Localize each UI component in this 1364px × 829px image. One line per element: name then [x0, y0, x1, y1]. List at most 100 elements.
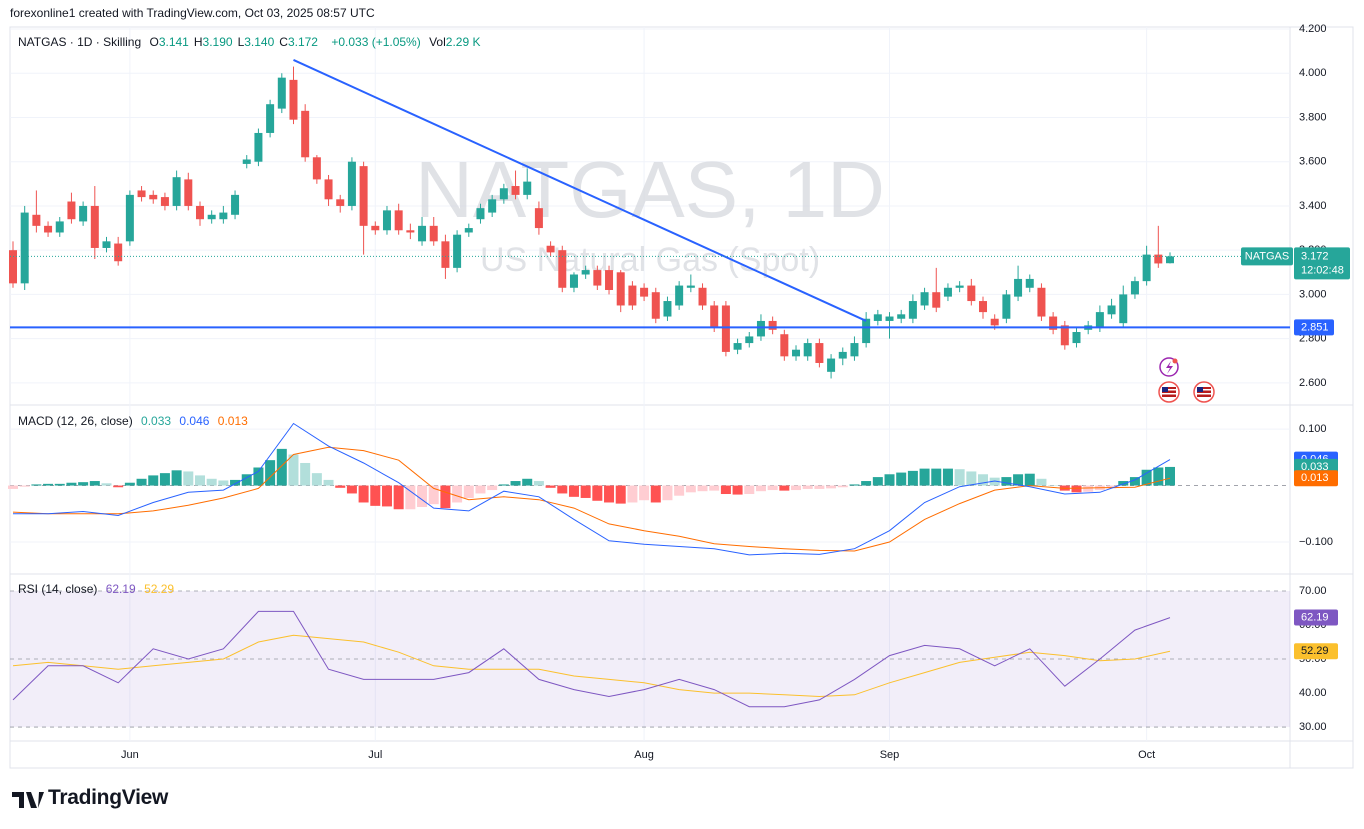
macd-hist-bar: [639, 485, 650, 501]
ohlc-value: 3.172: [287, 35, 318, 49]
macd-hist-bar: [1036, 478, 1047, 486]
candle-body: [429, 225, 438, 242]
macd-hist-bar: [510, 481, 521, 486]
price-tag: [1294, 247, 1350, 280]
flag-stripes: [1162, 387, 1176, 397]
macd-hist-bar: [218, 480, 229, 486]
flag-stripe: [1162, 393, 1176, 395]
candle-body: [628, 285, 637, 306]
candle-body: [312, 157, 321, 180]
candle-body: [815, 343, 824, 363]
candle-body: [967, 285, 976, 302]
candle-body: [1037, 287, 1046, 317]
candle-body: [827, 358, 836, 372]
x-tick-label: Jul: [368, 749, 382, 761]
rsi-tag-label: 62.19: [1301, 611, 1329, 623]
price-tag-label: 3.172: [1301, 250, 1329, 262]
macd-hist-bar: [791, 485, 802, 491]
macd-hist-bar: [148, 475, 159, 486]
macd-hist-bar: [194, 475, 205, 486]
candle-body: [932, 292, 941, 308]
candle-body: [231, 194, 240, 215]
macd-hist-bar: [615, 485, 626, 504]
chart-frame: [9, 26, 1354, 769]
macd-hist-bar: [849, 484, 860, 486]
macd-hist-bar: [931, 468, 942, 486]
macd-hist-bar: [89, 481, 100, 486]
candle-body: [710, 305, 719, 328]
candle-body: [955, 285, 964, 288]
candle-body: [499, 188, 508, 200]
flag-canton: [1197, 387, 1203, 392]
signal-line: [12, 446, 1171, 552]
candle-body: [1095, 312, 1104, 328]
macd-hist-bar: [674, 485, 685, 496]
signal-tag-label: 0.013: [1301, 472, 1329, 484]
macd-hist-bar: [230, 479, 241, 486]
candle-body: [943, 287, 952, 297]
macd-hist-bar: [8, 485, 18, 489]
candle-body: [207, 214, 216, 220]
candle-body: [873, 314, 882, 321]
macd-value: 0.046: [179, 414, 210, 428]
candle-body: [114, 243, 123, 262]
candle-body: [534, 208, 543, 229]
flag-canton: [1162, 387, 1168, 392]
macd-hist-bar: [1024, 473, 1035, 486]
candle-body: [301, 110, 310, 158]
ohlc-key: L: [237, 35, 245, 49]
rsi-ma-tag-label: 52.29: [1301, 645, 1329, 657]
candle-body: [745, 336, 754, 344]
change: +0.033 (+1.05%): [331, 35, 421, 49]
macd-hist-bar: [907, 470, 918, 486]
candle-body: [266, 104, 275, 133]
event-icon-bolt: [1166, 361, 1173, 374]
macd-hist-bar: [19, 485, 30, 487]
candle-body: [1107, 305, 1116, 315]
candle-body: [651, 292, 660, 319]
macd-hist-bar: [954, 469, 965, 486]
macd-hist-bar: [522, 478, 533, 486]
x-tick-label: Jun: [121, 749, 139, 761]
macd-hist-bar: [1048, 485, 1059, 487]
candle-body: [195, 205, 204, 220]
candle-body: [862, 318, 871, 344]
macd-hist-bar: [767, 485, 778, 491]
macd-hist-bar: [241, 474, 252, 486]
macd-hist-bar: [978, 474, 989, 486]
attribution: forexonline1 created with TradingView.co…: [10, 6, 375, 20]
candle-body: [569, 274, 578, 288]
macd-hist-bar: [323, 479, 334, 486]
ohlc-key: C: [279, 35, 288, 49]
y-tick-label: 3.400: [1299, 200, 1327, 212]
macd-hist-bar: [744, 485, 755, 495]
macd-hist-bar: [300, 462, 311, 486]
symbol: NATGAS · 1D · Skilling: [18, 35, 142, 49]
macd-hist-bar: [1153, 467, 1164, 486]
candle-body: [79, 205, 88, 222]
macd-hist-bar: [732, 485, 743, 495]
macd-hist-bar: [66, 482, 77, 486]
rsi-line: [12, 610, 1171, 708]
candle-body: [44, 225, 53, 233]
candle-body: [406, 230, 415, 233]
y-tick-label: 40.00: [1299, 687, 1327, 699]
candle-body: [371, 225, 380, 231]
macd-hist-bar: [568, 485, 579, 497]
ohlc-value: 3.141: [158, 35, 189, 49]
candle-body: [908, 301, 917, 319]
macd-hist-bar: [966, 471, 977, 486]
macd-hist-bar: [78, 482, 89, 486]
y-tick-label: 4.200: [1299, 23, 1327, 35]
volume-key: Vol: [429, 35, 446, 49]
macd-hist-bar: [861, 481, 872, 486]
macd-hist-bar: [136, 478, 147, 486]
macd-hist-bar: [54, 483, 65, 486]
candle-body: [990, 318, 999, 326]
candle-body: [1142, 254, 1151, 282]
candle-body: [324, 179, 333, 200]
candle-body: [686, 285, 695, 288]
y-tick-label: −0.100: [1299, 536, 1333, 548]
candle-body: [885, 316, 894, 321]
